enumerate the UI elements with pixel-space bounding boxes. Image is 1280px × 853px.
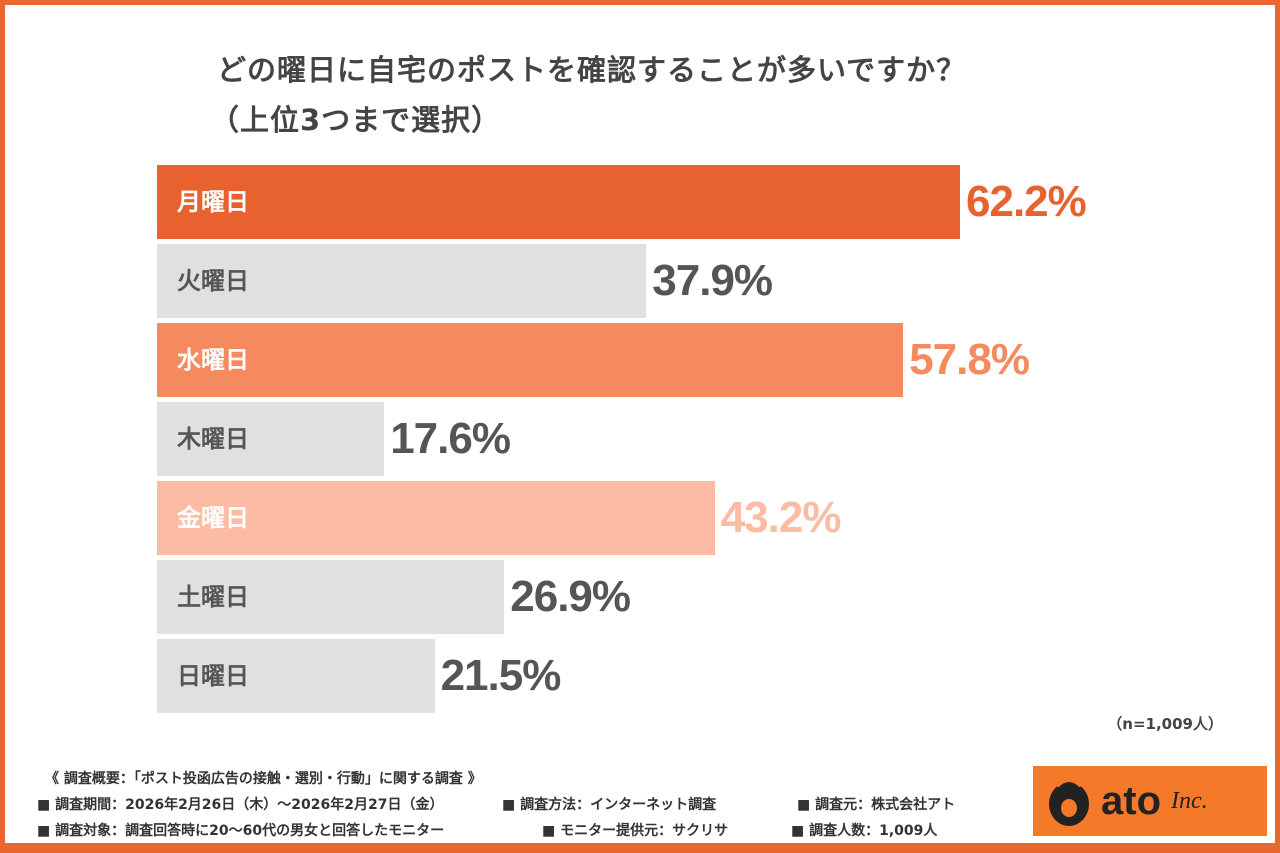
category-label: 月曜日 bbox=[177, 188, 249, 216]
category-label: 水曜日 bbox=[177, 346, 249, 374]
logo-suffix: Inc. bbox=[1171, 787, 1208, 814]
company-logo: ato Inc. bbox=[1033, 766, 1267, 836]
survey-target: ■ 調査対象：調査回答時に20～60代の男女と回答したモニター bbox=[37, 823, 445, 839]
chart-subtitle: （上位3つまで選択） bbox=[210, 103, 502, 137]
logo-mark-icon bbox=[1049, 778, 1089, 826]
value-label: 37.9% bbox=[652, 256, 773, 305]
survey-method: ■ 調査方法：インターネット調査 bbox=[502, 797, 717, 813]
sample-size-note: （n=1,009人） bbox=[1107, 715, 1223, 733]
bar bbox=[157, 165, 960, 239]
category-label: 火曜日 bbox=[177, 267, 249, 295]
bar bbox=[157, 402, 385, 476]
bar bbox=[157, 244, 647, 318]
logo-text: ato bbox=[1101, 778, 1161, 823]
survey-heading: 《 調査概要：「ポスト投函広告の接触・選別・行動」に関する調査 》 bbox=[45, 771, 482, 787]
category-label: 土曜日 bbox=[177, 583, 249, 611]
category-label: 木曜日 bbox=[177, 425, 249, 453]
survey-source: ■ 調査元：株式会社アト bbox=[797, 797, 956, 813]
category-label: 日曜日 bbox=[177, 662, 249, 690]
value-label: 43.2% bbox=[720, 493, 842, 542]
value-label: 21.5% bbox=[440, 651, 562, 700]
infographic: どの曜日に自宅のポストを確認することが多いですか？ （上位3つまで選択） 月曜日… bbox=[5, 5, 1275, 843]
bar bbox=[157, 481, 715, 555]
survey-period: ■ 調査期間：2026年2月26日（木）～2026年2月27日（金） bbox=[37, 797, 444, 813]
bar bbox=[157, 323, 904, 397]
category-label: 金曜日 bbox=[177, 504, 249, 532]
value-label: 57.8% bbox=[909, 335, 1030, 384]
bar bbox=[157, 639, 435, 713]
value-label: 17.6% bbox=[390, 414, 511, 463]
bar-chart: 月曜日 62.2% 火曜日 37.9% 水曜日 57.8% 木曜日 17.6% 金曜日 43.2%… bbox=[5, 5, 1275, 725]
monitor-provider: ■ モニター提供元：サクリサ bbox=[542, 823, 729, 839]
value-label: 62.2% bbox=[966, 177, 1087, 226]
value-label: 26.9% bbox=[510, 572, 631, 621]
survey-count: ■ 調査人数：1,009人 bbox=[791, 823, 938, 839]
chart-title: どの曜日に自宅のポストを確認することが多いですか？ bbox=[217, 53, 967, 87]
bar bbox=[157, 560, 505, 634]
